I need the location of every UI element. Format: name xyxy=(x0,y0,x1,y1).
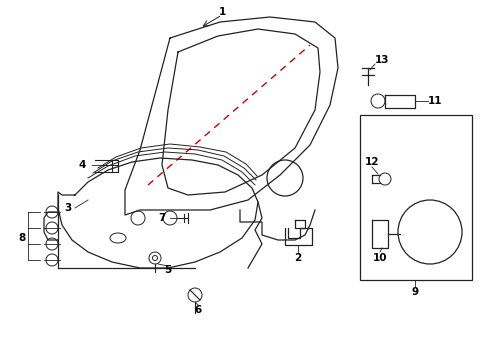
Text: 9: 9 xyxy=(410,287,418,297)
Text: 3: 3 xyxy=(64,203,71,213)
Bar xyxy=(359,115,471,280)
Text: 11: 11 xyxy=(427,96,441,106)
Text: 12: 12 xyxy=(364,157,379,167)
Text: 13: 13 xyxy=(374,55,388,65)
Text: 5: 5 xyxy=(164,265,171,275)
Text: 2: 2 xyxy=(294,253,301,263)
Text: 10: 10 xyxy=(372,253,386,263)
Text: 1: 1 xyxy=(218,7,225,17)
Text: 4: 4 xyxy=(78,160,85,170)
Text: 8: 8 xyxy=(19,233,25,243)
Text: 7: 7 xyxy=(158,213,165,223)
Text: 6: 6 xyxy=(194,305,201,315)
